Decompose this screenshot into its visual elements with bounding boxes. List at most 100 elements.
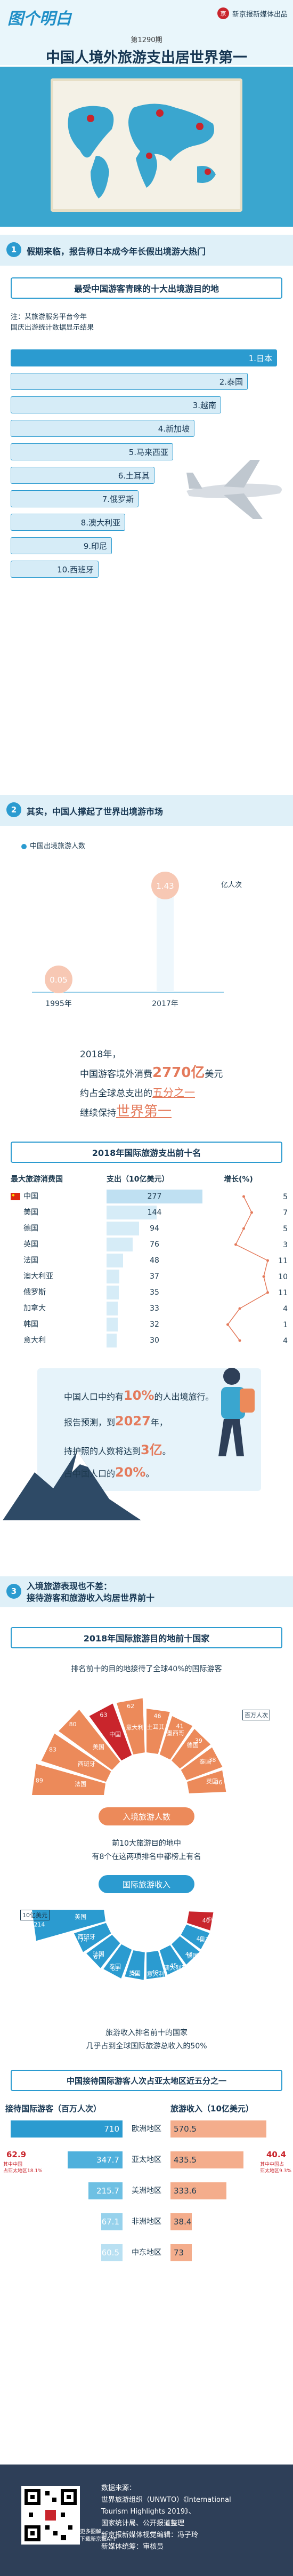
- spending-value: 35: [150, 1288, 159, 1297]
- growth-point: [226, 1323, 229, 1326]
- receipts-value: 45: [170, 1963, 177, 1969]
- receipts-text-1: 旅游收入排名前十的国家: [105, 2029, 188, 2037]
- footer-line: Tourism Highlights 2019》、: [101, 2508, 196, 2516]
- receipts-value: 49: [151, 1969, 159, 1976]
- growth-value: 7: [283, 1209, 288, 1217]
- region-name: 非洲地区: [132, 2218, 161, 2226]
- arrivals-country: 泰国: [199, 1758, 211, 1765]
- spending-bar: [107, 1206, 157, 1219]
- col-spending: 支出（10亿美元）: [107, 1175, 169, 1184]
- spending-bar: [107, 1334, 117, 1347]
- outbound-value: 1.43: [156, 881, 174, 891]
- footer-line: 世界旅游组织（UNWTO）《International: [101, 2496, 231, 2504]
- arrivals-region-bar: 60.5: [101, 2244, 123, 2261]
- receipts-sector: [125, 1950, 145, 1980]
- spending-country: 美国: [23, 1208, 38, 1217]
- arrivals-value: 89: [36, 1777, 43, 1784]
- header: 图个明白 京 新京报新媒体出品 第1290期 中国人境外旅游支出居世界第一: [0, 0, 293, 66]
- publisher: 京 新京报新媒体出品: [217, 7, 288, 19]
- receipts-country: 中国: [206, 1916, 218, 1923]
- spending-bar: [107, 1318, 118, 1331]
- spending-country: 澳大利亚: [23, 1272, 53, 1281]
- footer: 更多图解 下载新京报APP 数据来源： 世界旅游组织（UNWTO）《Intern…: [0, 2465, 293, 2576]
- receipts-value: 41: [197, 1935, 204, 1942]
- col-arrivals: 接待国际游客（百万人次）: [5, 2104, 102, 2114]
- growth-value: 5: [283, 1193, 288, 1201]
- receipts-sector: [181, 1924, 210, 1950]
- growth-value: 3: [283, 1241, 288, 1249]
- receipts-sector: [103, 1944, 132, 1979]
- growth-line: [227, 1196, 268, 1341]
- arrivals-region-bar: 710: [11, 2120, 123, 2138]
- region-name: 美洲地区: [132, 2187, 161, 2195]
- china-flag-icon: [11, 1193, 20, 1200]
- outbound-unit: 亿人次: [221, 881, 242, 889]
- spending-bar: [107, 1254, 124, 1267]
- china-receipts-note: 其中中国占 亚太地区9.3%: [260, 2162, 291, 2174]
- traveler-icon: [218, 1368, 255, 1456]
- region-name: 欧洲地区: [132, 2125, 161, 2133]
- overlap-text-2: 有8个在这两项排名中都榜上有名: [92, 1853, 201, 1861]
- growth-value: 1: [283, 1321, 288, 1329]
- spending-value: 277: [147, 1192, 162, 1201]
- legend-dot-icon: [21, 843, 27, 849]
- spending-country: 韩国: [23, 1320, 38, 1329]
- arrivals-sector: [187, 1770, 226, 1793]
- spending-value: 37: [150, 1272, 159, 1281]
- outbound-category: 1995年: [45, 1000, 72, 1008]
- receipts-country: 美国: [75, 1913, 86, 1920]
- china-arrivals-value: 62.9: [6, 2150, 27, 2159]
- arrivals-value: 36: [215, 1779, 222, 1786]
- section-2-header: 2 其实，中国人撑起了世界出境游市场: [0, 795, 293, 826]
- arrivals-unit: 百万人次: [242, 1710, 270, 1720]
- receipts-sector: [86, 1935, 120, 1968]
- rank-item: 3.越南: [11, 396, 221, 413]
- growth-value: 4: [283, 1337, 288, 1345]
- arrivals-intro: 排名前十的目的地接待了全球40%的国际游客: [71, 1665, 222, 1673]
- receipts-country: 德国: [187, 1952, 199, 1959]
- arrivals-sector: [32, 1764, 105, 1795]
- receipts-value: 43: [185, 1951, 193, 1958]
- receipts-value: 74: [80, 1937, 87, 1944]
- arrivals-sector: [41, 1733, 111, 1782]
- airplane-icon: [186, 460, 282, 519]
- spending-bar: [107, 1238, 133, 1251]
- growth-point: [250, 1211, 253, 1214]
- spending-value: 33: [150, 1304, 159, 1313]
- spending-value: 48: [150, 1256, 159, 1265]
- section-3-title: 入境旅游表现也不差： 接待游客和旅游收入均居世界前十: [27, 1581, 155, 1603]
- arrivals-value: 39: [195, 1737, 202, 1744]
- arrivals-country: 英国: [206, 1777, 218, 1785]
- growth-value: 5: [283, 1225, 288, 1233]
- growth-value: 11: [278, 1257, 288, 1265]
- region-title: 中国接待国际游客人次占亚太地区近五分之一: [11, 2070, 282, 2091]
- receipts-sector: [187, 1911, 214, 1931]
- receipts-country: 英国: [129, 1969, 141, 1977]
- outbound-chart: 0.05 1995年 1.43 2017年: [32, 872, 224, 1008]
- receipts-country: 西班牙: [78, 1934, 95, 1941]
- rank-item: 10.西班牙: [11, 561, 99, 578]
- arrivals-sector: [89, 1703, 132, 1761]
- growth-line-chart: 5 7 5 3 11 10 11 4 1 4: [226, 1193, 288, 1345]
- arrivals-sector: [181, 1747, 223, 1781]
- arrivals-region-bar: 347.7: [68, 2151, 123, 2168]
- spending-paragraph: 2018年， 中国游客境外消费2770亿美元 约占全球总支出的五分之一 继续保持…: [80, 1049, 223, 1120]
- spending-country: 德国: [23, 1224, 38, 1233]
- growth-point: [266, 1291, 269, 1294]
- growth-point: [238, 1339, 241, 1342]
- col-receipts: 旅游收入（10亿美元）: [170, 2104, 254, 2114]
- arrivals-value: 63: [100, 1711, 107, 1718]
- receipts-country: 澳大利亚: [164, 1964, 188, 1971]
- brand-logo: 图个明白: [7, 10, 71, 28]
- china-receipts-value: 40.4: [266, 2150, 287, 2159]
- arrivals-value: 41: [176, 1723, 184, 1730]
- world-map-illustration: [51, 78, 242, 212]
- spending-bar: [107, 1190, 202, 1203]
- growth-point: [234, 1243, 237, 1246]
- arrivals-country: 中国: [109, 1731, 121, 1738]
- arrivals-country: 美国: [93, 1743, 104, 1750]
- arrivals-region-bar: 67.1: [101, 2213, 123, 2230]
- qr-code: [21, 2486, 80, 2545]
